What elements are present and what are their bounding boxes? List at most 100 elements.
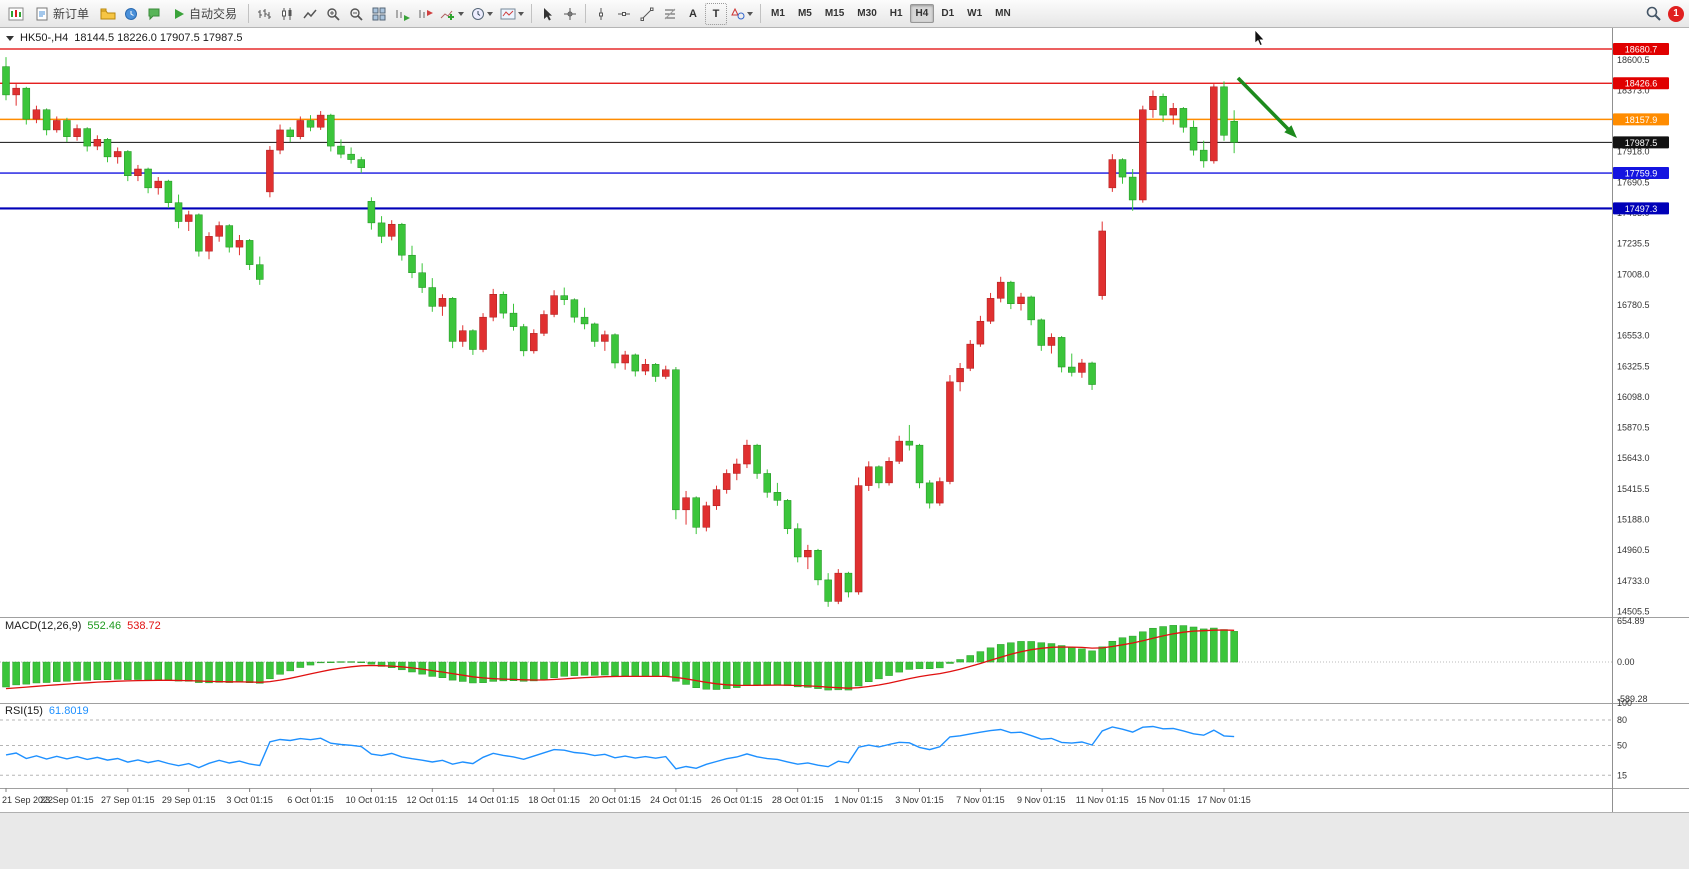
timeframe-mn[interactable]: MN xyxy=(995,8,1011,19)
new-order-label: 新订单 xyxy=(53,7,90,21)
clock-icon xyxy=(472,7,485,20)
svg-text:24 Oct 01:15: 24 Oct 01:15 xyxy=(650,795,702,805)
timeframe-h1[interactable]: H1 xyxy=(889,8,903,19)
svg-text:17235.5: 17235.5 xyxy=(1617,239,1650,249)
new-chart-button[interactable] xyxy=(5,3,27,25)
search-icon xyxy=(1646,6,1661,21)
svg-text:17690.5: 17690.5 xyxy=(1617,177,1650,187)
svg-text:17497.3: 17497.3 xyxy=(1625,204,1658,214)
chart-canvas[interactable]: 18600.518373.018145.517918.017690.517463… xyxy=(0,28,1689,812)
svg-text:15 Nov 01:15: 15 Nov 01:15 xyxy=(1136,795,1190,805)
shapes-button[interactable] xyxy=(728,3,756,25)
toolbar-separator xyxy=(248,4,250,23)
new-chart-icon xyxy=(8,7,24,20)
line-chart-button[interactable] xyxy=(299,3,321,25)
svg-text:10 Oct 01:15: 10 Oct 01:15 xyxy=(346,795,398,805)
profiles-button[interactable] xyxy=(97,3,119,25)
text-tool-button[interactable]: A xyxy=(682,3,704,25)
svg-text:14 Oct 01:15: 14 Oct 01:15 xyxy=(467,795,519,805)
rsi-pane xyxy=(0,719,1612,776)
candlestick-icon xyxy=(282,7,292,20)
tile-windows-icon xyxy=(372,7,386,20)
svg-text:15870.5: 15870.5 xyxy=(1617,423,1650,433)
auto-scroll-button[interactable] xyxy=(391,3,413,25)
timeframe-m1[interactable]: M1 xyxy=(771,8,785,19)
shapes-icon xyxy=(731,7,745,19)
zoom-out-button[interactable] xyxy=(345,3,367,25)
timeframe-m5[interactable]: M5 xyxy=(797,8,812,19)
market-watch-icon xyxy=(125,7,138,20)
line-chart-icon xyxy=(303,9,317,18)
timeframe-d1[interactable]: D1 xyxy=(941,8,955,19)
crosshair-icon xyxy=(564,7,577,20)
toolbar-separator xyxy=(585,4,587,23)
svg-text:11 Nov 01:15: 11 Nov 01:15 xyxy=(1076,795,1129,805)
bar-chart-button[interactable] xyxy=(253,3,275,25)
auto-trading-button[interactable]: 自动交易 xyxy=(166,3,244,25)
vertical-line-button[interactable] xyxy=(590,3,612,25)
svg-text:12 Oct 01:15: 12 Oct 01:15 xyxy=(407,795,459,805)
svg-text:14733.0: 14733.0 xyxy=(1617,576,1650,586)
trendline-button[interactable] xyxy=(636,3,658,25)
svg-text:15188.0: 15188.0 xyxy=(1617,515,1650,525)
search-button[interactable] xyxy=(1642,3,1664,25)
svg-text:27 Sep 01:15: 27 Sep 01:15 xyxy=(101,795,155,805)
play-icon xyxy=(175,8,185,19)
crosshair-button[interactable] xyxy=(559,3,581,25)
templates-button[interactable] xyxy=(497,3,527,25)
svg-text:15: 15 xyxy=(1617,770,1627,780)
timeframe-m30[interactable]: M30 xyxy=(857,8,877,19)
toolbar-separator xyxy=(760,4,762,23)
timeframe-w1[interactable]: W1 xyxy=(967,8,983,19)
dropdown-caret xyxy=(487,11,494,16)
chat-icon xyxy=(148,8,160,20)
price-axis: 18600.518373.018145.517918.017690.517463… xyxy=(1617,55,1650,780)
svg-text:17918.0: 17918.0 xyxy=(1617,147,1650,157)
bottom-panel xyxy=(0,812,1689,869)
svg-text:28 Oct 01:15: 28 Oct 01:15 xyxy=(772,795,824,805)
notifications-badge[interactable]: 1 xyxy=(1668,5,1684,22)
svg-text:21 Sep 2022: 21 Sep 2022 xyxy=(2,795,53,805)
svg-text:17008.0: 17008.0 xyxy=(1617,269,1650,279)
tile-windows-button[interactable] xyxy=(368,3,390,25)
periods-button[interactable] xyxy=(468,3,496,25)
svg-text:-589.28: -589.28 xyxy=(1617,694,1648,704)
svg-text:18600.5: 18600.5 xyxy=(1617,55,1650,65)
chart-shift-icon xyxy=(419,9,434,18)
trend-arrow-annotation xyxy=(1236,76,1297,138)
new-order-button[interactable]: 新订单 xyxy=(28,3,96,25)
indicators-icon xyxy=(440,10,455,20)
macd-pane xyxy=(0,625,1612,691)
cursor-button[interactable] xyxy=(536,3,558,25)
label-tool-button[interactable]: T xyxy=(705,2,728,25)
dropdown-caret xyxy=(458,11,465,16)
price-level-lines xyxy=(0,48,1612,210)
svg-text:17759.9: 17759.9 xyxy=(1625,169,1658,179)
svg-text:26 Oct 01:15: 26 Oct 01:15 xyxy=(711,795,763,805)
svg-text:16780.5: 16780.5 xyxy=(1617,300,1650,310)
zoom-in-button[interactable] xyxy=(322,3,344,25)
chart-shift-button[interactable] xyxy=(414,3,436,25)
one-click-trading-toggle-icon[interactable] xyxy=(6,35,14,41)
svg-text:29 Sep 01:15: 29 Sep 01:15 xyxy=(162,795,216,805)
fibonacci-button[interactable] xyxy=(659,3,681,25)
svg-text:16098.0: 16098.0 xyxy=(1617,392,1650,402)
trendline-icon xyxy=(640,7,654,21)
market-watch-button[interactable] xyxy=(120,3,142,25)
timeframe-h4[interactable]: H4 xyxy=(909,4,935,23)
svg-text:50: 50 xyxy=(1617,741,1627,751)
horizontal-line-button[interactable] xyxy=(613,3,635,25)
folder-icon xyxy=(100,8,116,19)
indicators-button[interactable] xyxy=(437,3,467,25)
candlestick-button[interactable] xyxy=(276,3,298,25)
dropdown-caret xyxy=(518,11,525,16)
community-button[interactable] xyxy=(143,3,165,25)
svg-text:15643.0: 15643.0 xyxy=(1617,453,1650,463)
svg-text:14960.5: 14960.5 xyxy=(1617,545,1650,555)
svg-text:0.00: 0.00 xyxy=(1617,657,1635,667)
timeframe-m15[interactable]: M15 xyxy=(824,8,845,19)
svg-text:18157.9: 18157.9 xyxy=(1625,115,1658,125)
svg-text:17987.5: 17987.5 xyxy=(1625,138,1658,148)
